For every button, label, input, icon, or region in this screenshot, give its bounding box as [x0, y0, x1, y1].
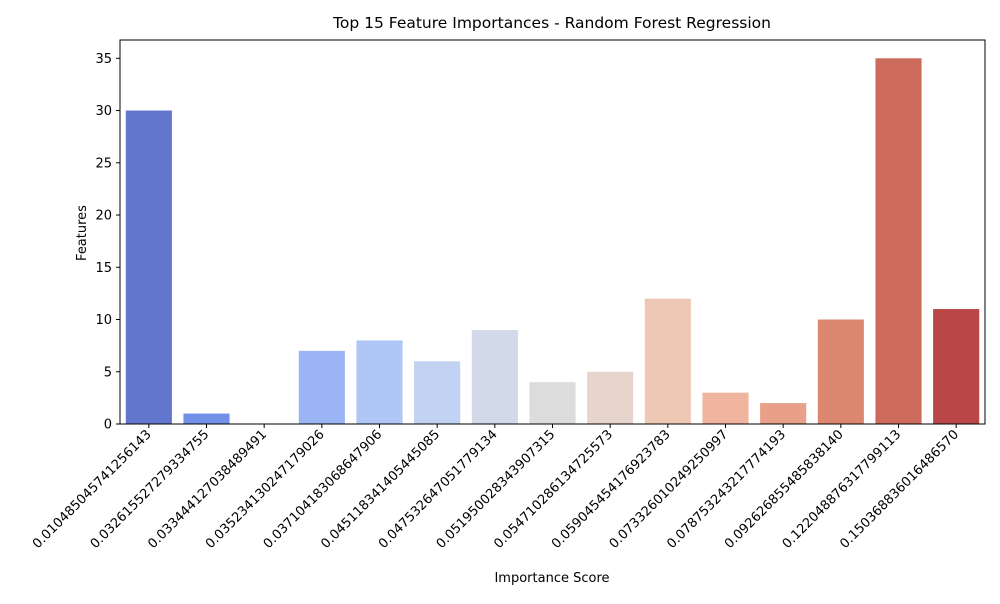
bar-10: [644, 298, 691, 424]
bar-15: [933, 309, 980, 424]
bar-13: [817, 319, 864, 424]
x-tick-label-8: 0.051950028343907315: [434, 427, 559, 552]
bar-7: [471, 329, 518, 424]
bar-4: [298, 350, 345, 424]
x-axis-ticks: 0.0104850457412561430.032615527279334755…: [30, 424, 962, 552]
x-tick-label-10: 0.059045454176923783: [549, 427, 674, 552]
x-tick-label-5: 0.037104183068647906: [261, 427, 386, 552]
bar-12: [760, 403, 807, 424]
bar-9: [587, 371, 634, 424]
bar-6: [414, 361, 461, 424]
y-axis-ticks: 0 5 10 15 20 25 30 35: [95, 52, 120, 433]
x-tick-label-13: 0.092626855485838140: [722, 427, 847, 552]
bar-14: [875, 58, 922, 424]
x-tick-label-6: 0.045118341405445085: [318, 427, 443, 552]
bars: [125, 58, 980, 424]
plot-frame: [119, 39, 986, 425]
bar-8: [529, 382, 576, 424]
y-tick-label-0: 0: [104, 418, 112, 433]
bar-1: [125, 110, 172, 424]
y-tick-label-3: 15: [95, 261, 112, 276]
bar-11: [702, 392, 749, 424]
y-tick-label-6: 30: [95, 104, 112, 119]
y-axis-title: Features: [75, 205, 90, 261]
x-tick-label-7: 0.047532647051779134: [376, 427, 501, 552]
x-axis-title: Importance Score: [494, 571, 609, 586]
x-tick-label-11: 0.073326010249250997: [607, 427, 732, 552]
bar-2: [183, 413, 230, 424]
x-tick-label-12: 0.078753243217774193: [664, 427, 789, 552]
x-tick-label-15: 0.150368836016486570: [837, 427, 962, 552]
y-tick-label-5: 25: [95, 156, 112, 171]
x-tick-label-14: 0.122048876317799113: [780, 427, 905, 552]
x-tick-label-4: 0.035234130247179026: [203, 427, 328, 552]
y-tick-label-2: 10: [95, 313, 112, 328]
x-tick-label-1: 0.010485045741256143: [30, 427, 155, 552]
x-tick-label-3: 0.033444127038489491: [145, 427, 270, 552]
bar-5: [356, 340, 403, 424]
y-tick-label-4: 20: [95, 209, 112, 224]
chart-title: Top 15 Feature Importances - Random Fore…: [332, 14, 771, 32]
x-tick-label-2: 0.032615527279334755: [88, 427, 213, 552]
y-tick-label-7: 35: [95, 52, 112, 67]
y-tick-label-1: 5: [104, 365, 112, 380]
x-tick-label-9: 0.054710286134725573: [491, 427, 616, 552]
